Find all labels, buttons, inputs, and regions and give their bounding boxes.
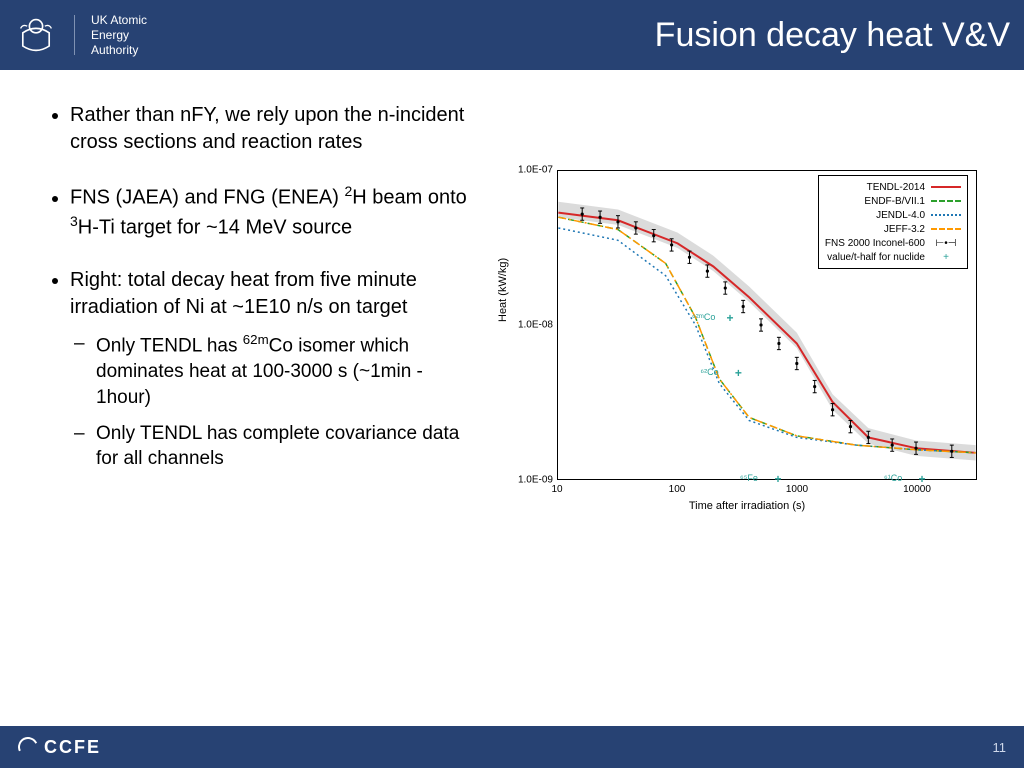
bullet-item: Right: total decay heat from five minute… xyxy=(70,267,478,472)
bullet-item: Rather than nFY, we rely upon the n-inci… xyxy=(70,102,478,156)
nuclide-label: ⁶²ᵐCo xyxy=(692,312,715,322)
decay-heat-chart: ⁶²ᵐCo+⁶²Co+⁶⁵Fe+⁶¹Co+TENDL-2014ENDF-B/VI… xyxy=(497,162,997,532)
ytick-label: 1.0E-09 xyxy=(518,475,553,486)
sub-bullet-item: Only TENDL has 62mCo isomer which domina… xyxy=(96,331,478,410)
chart-legend: TENDL-2014ENDF-B/VII.1JENDL-4.0JEFF-3.2F… xyxy=(818,175,968,269)
xtick-label: 10 xyxy=(551,484,562,495)
plus-marker: + xyxy=(774,472,781,486)
org-name: UK Atomic Energy Authority xyxy=(91,13,147,58)
bullet-item: FNS (JAEA) and FNG (ENEA) 2H beam onto 3… xyxy=(70,182,478,241)
footer-bar: CCFE 11 xyxy=(0,726,1024,768)
legend-row: TENDL-2014 xyxy=(825,180,961,194)
page-number: 11 xyxy=(993,740,1007,755)
crest-icon xyxy=(14,13,58,57)
legend-row: JEFF-3.2 xyxy=(825,222,961,236)
legend-row: JENDL-4.0 xyxy=(825,208,961,222)
swirl-icon xyxy=(15,734,41,760)
nuclide-label: ⁶¹Co xyxy=(884,473,902,483)
sub-bullet-item: Only TENDL has complete covariance data … xyxy=(96,421,478,472)
chart-xlabel: Time after irradiation (s) xyxy=(497,500,997,512)
xtick-label: 10000 xyxy=(903,484,931,495)
legend-row: FNS 2000 Inconel-600⊢•⊣ xyxy=(825,236,961,250)
ytick-label: 1.0E-07 xyxy=(518,165,553,176)
legend-row: ENDF-B/VII.1 xyxy=(825,194,961,208)
bullet-column: Rather than nFY, we rely upon the n-inci… xyxy=(48,102,478,532)
xtick-label: 100 xyxy=(669,484,686,495)
header-bar: UK Atomic Energy Authority Fusion decay … xyxy=(0,0,1024,70)
plus-marker: + xyxy=(735,366,742,380)
org-logo-block: UK Atomic Energy Authority xyxy=(14,13,147,58)
nuclide-label: ⁶⁵Fe xyxy=(740,473,758,483)
ccfe-logo: CCFE xyxy=(18,737,101,758)
xtick-label: 1000 xyxy=(786,484,808,495)
ytick-label: 1.0E-08 xyxy=(518,320,553,331)
slide-title: Fusion decay heat V&V xyxy=(655,16,1010,55)
chart-ylabel: Heat (kW/kg) xyxy=(497,258,509,322)
nuclide-label: ⁶²Co xyxy=(700,367,718,377)
plus-marker: + xyxy=(726,311,733,325)
legend-row: value/t-half for nuclide+ xyxy=(825,250,961,264)
